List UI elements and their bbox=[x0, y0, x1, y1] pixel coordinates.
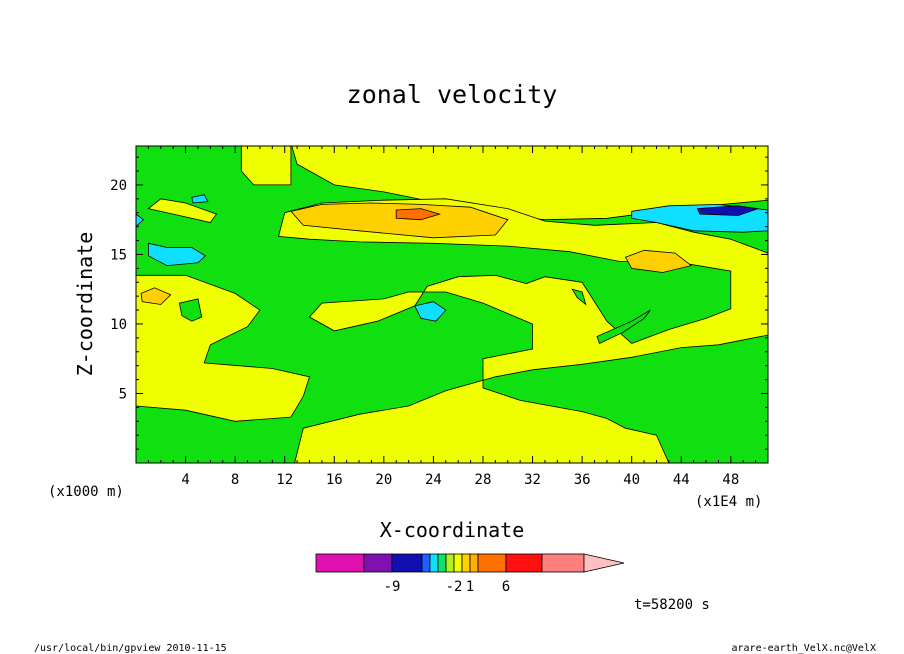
y-tick-label: 20 bbox=[110, 178, 127, 194]
colorbar: -9 -2 1 6 bbox=[315, 553, 625, 595]
x-axis-label: X-coordinate bbox=[380, 518, 525, 542]
colorbar-bin bbox=[445, 553, 455, 573]
x-tick-label: 12 bbox=[276, 472, 293, 488]
colorbar-tick-label: -9 bbox=[384, 579, 401, 595]
y-axis-ticks: 5 10 15 20 bbox=[110, 156, 768, 450]
x-tick-label: 48 bbox=[722, 472, 739, 488]
colorbar-arrow bbox=[583, 553, 625, 573]
colorbar-bin bbox=[315, 553, 365, 573]
x-tick-label: 4 bbox=[181, 472, 189, 488]
contour-regions bbox=[136, 146, 768, 463]
contour-region bbox=[571, 288, 587, 306]
colorbar-bin bbox=[429, 553, 439, 573]
chart-title: zonal velocity bbox=[347, 80, 558, 109]
colorbar-tick-label: 6 bbox=[502, 579, 510, 595]
contour-region bbox=[191, 194, 209, 204]
y-tick-label: 10 bbox=[110, 317, 127, 333]
colorbar-bin bbox=[363, 553, 393, 573]
colorbar-bin bbox=[477, 553, 507, 573]
x-tick-label: 8 bbox=[231, 472, 239, 488]
contour-region bbox=[596, 309, 651, 344]
contour-region bbox=[136, 274, 311, 422]
x-tick-label: 36 bbox=[574, 472, 591, 488]
footer-right: arare-earth_VelX.nc@VelX bbox=[732, 643, 877, 654]
x-tick-label: 44 bbox=[673, 472, 690, 488]
plot-frame bbox=[135, 145, 769, 464]
colorbar-bin bbox=[541, 553, 585, 573]
x-tick-label: 32 bbox=[524, 472, 541, 488]
contour-region bbox=[414, 301, 447, 322]
contour-region bbox=[136, 213, 145, 228]
contour-region bbox=[395, 208, 441, 221]
contour-region bbox=[140, 287, 172, 305]
colorbar-bin bbox=[391, 553, 423, 573]
colorbar-tick-label: 1 bbox=[466, 579, 474, 595]
x-tick-label: 40 bbox=[623, 472, 640, 488]
y-axis-label: Z-coordinate bbox=[73, 232, 97, 377]
contour-region bbox=[624, 249, 693, 273]
contour-region bbox=[696, 205, 759, 216]
colorbar-bin bbox=[469, 553, 479, 573]
x-tick-label: 28 bbox=[475, 472, 492, 488]
y-tick-label: 15 bbox=[110, 247, 127, 263]
x-tick-label: 24 bbox=[425, 472, 442, 488]
x-tick-label: 16 bbox=[326, 472, 343, 488]
colorbar-bin bbox=[453, 553, 463, 573]
x-unit-label: (x1E4 m) bbox=[695, 494, 762, 510]
footer-left: /usr/local/bin/gpview 2010-11-15 bbox=[34, 643, 227, 654]
contour-region bbox=[147, 242, 207, 267]
colorbar-tick-label: -2 bbox=[446, 579, 463, 595]
colorbar-bin bbox=[437, 553, 447, 573]
contour-region bbox=[178, 298, 203, 322]
y-unit-label: (x1000 m) bbox=[48, 484, 124, 500]
contour-region bbox=[290, 202, 509, 239]
x-tick-label: 20 bbox=[375, 472, 392, 488]
x-axis-ticks: 4 8 12 16 20 24 28 32 36 40 44 48 bbox=[147, 146, 757, 488]
colorbar-bin bbox=[421, 553, 431, 573]
contour-region bbox=[147, 198, 218, 223]
contour-region bbox=[240, 146, 292, 186]
colorbar-bin bbox=[505, 553, 543, 573]
time-label: t=58200 s bbox=[634, 597, 710, 613]
colorbar-bin bbox=[461, 553, 471, 573]
y-tick-label: 5 bbox=[119, 386, 127, 402]
